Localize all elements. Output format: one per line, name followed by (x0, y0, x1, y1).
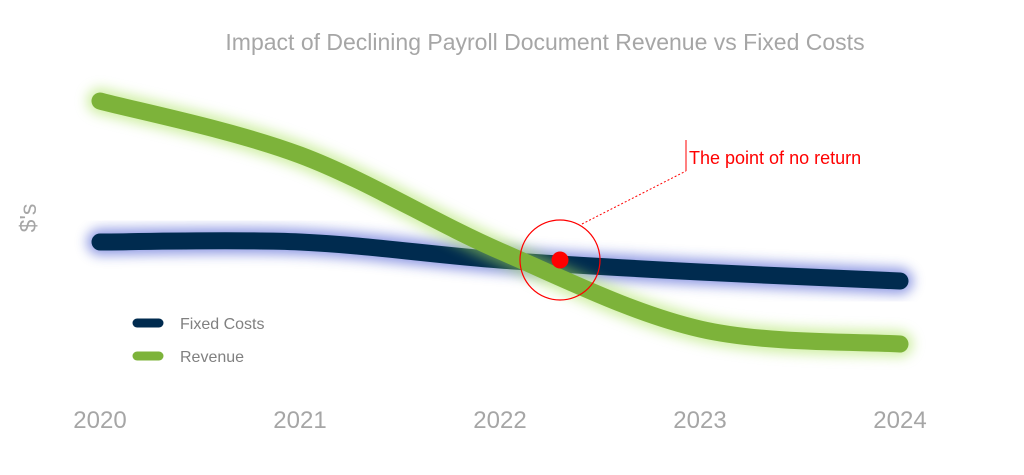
x-tick-label: 2020 (73, 407, 126, 434)
x-axis-ticks: 2020 2021 2022 2023 2024 (73, 407, 926, 434)
legend-item-revenue: Revenue (132, 349, 244, 366)
legend-label-revenue: Revenue (180, 349, 244, 366)
chart-title: Impact of Declining Payroll Document Rev… (225, 29, 864, 55)
x-tick-label: 2022 (473, 407, 526, 434)
x-tick-label: 2023 (673, 407, 726, 434)
series-line-revenue (91, 92, 909, 353)
series-layer (87, 88, 913, 357)
annotation-leader-line (581, 170, 687, 225)
annotation-circle (519, 219, 601, 301)
legend: Fixed Costs Revenue (132, 316, 264, 366)
annotation-label: The point of no return (689, 148, 861, 168)
y-axis-label: $'s (15, 204, 41, 233)
legend-item-fixed-costs: Fixed Costs (132, 316, 264, 333)
x-tick-label: 2024 (873, 407, 926, 434)
legend-label-fixed-costs: Fixed Costs (180, 316, 264, 333)
x-tick-label: 2021 (273, 407, 326, 434)
annotation-point (551, 251, 569, 269)
annotation-layer: The point of no return (519, 140, 861, 301)
